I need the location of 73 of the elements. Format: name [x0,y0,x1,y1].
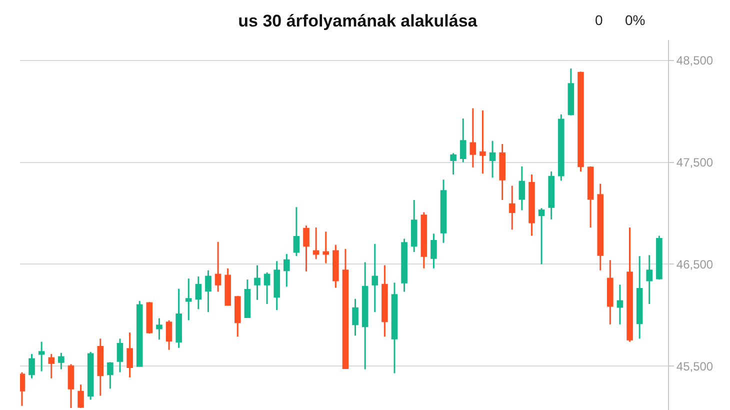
candlestick [87,351,94,401]
candlestick [538,207,545,265]
candlestick [470,108,476,168]
candlestick [597,182,604,272]
y-tick-label: 46,500 [676,257,714,272]
candlestick [401,238,408,293]
candlestick [656,234,662,280]
candlestick [626,226,633,342]
candlestick [382,264,388,338]
y-tick-label: 45,500 [676,359,714,374]
candlestick [518,166,526,211]
candlestick [410,199,418,253]
candlestick [303,224,310,272]
candlestick [264,272,270,305]
candlestick [558,114,564,182]
candlestick [205,270,212,313]
candlestick [607,259,614,326]
candlestick [107,361,114,390]
candlestick [342,248,349,369]
candlestick [616,284,624,326]
text: 0 [595,12,603,28]
candlestick [254,264,260,301]
candlestick [322,230,330,264]
candlestick [587,166,594,228]
candlestick [214,241,222,293]
candlestick [362,261,368,370]
candlestick [38,340,45,372]
candlestick [224,268,231,306]
candlestick [274,260,280,311]
candlestick [372,243,378,313]
candlestick [528,174,535,236]
candlestick [646,254,653,305]
candlestick [499,143,506,201]
y-tick-label: 48,500 [676,54,714,68]
candlestick [244,278,251,318]
chart-title: us 30 árfolyamának alakulása [238,11,478,30]
candlestick [636,255,643,340]
candlestick [185,278,192,322]
candlestick [116,338,124,374]
candlestick [58,352,64,370]
candlestick [450,152,456,176]
candlestick [440,178,447,244]
candlestick [548,170,554,220]
candlestick [136,300,143,367]
candlestick [28,353,35,380]
candlestick [420,212,428,270]
text: 0% [625,12,646,28]
candlestick [578,70,584,172]
candlestick [460,118,466,164]
candlestick [97,338,104,396]
candlestick [234,295,241,338]
candlestick [430,232,437,270]
candlestick [293,206,300,257]
candlestick [352,298,358,336]
candlestick [176,288,182,349]
candlestick [156,318,162,340]
candlestick [195,276,202,310]
candlestick [391,282,398,374]
candlestick [20,372,26,407]
candlestick [166,320,172,351]
candlestick [48,353,55,380]
candlestick [332,244,339,288]
y-tick-label: 47,500 [676,156,714,170]
candlestick [312,226,320,260]
candlestick [568,68,574,116]
candlestick [508,185,516,230]
candlestick [68,363,74,409]
candlestick [78,384,84,409]
candlestick [126,332,133,378]
candlestick [489,140,496,178]
candlestick [284,253,290,288]
candlestick [146,301,153,334]
candlestick [480,110,486,174]
